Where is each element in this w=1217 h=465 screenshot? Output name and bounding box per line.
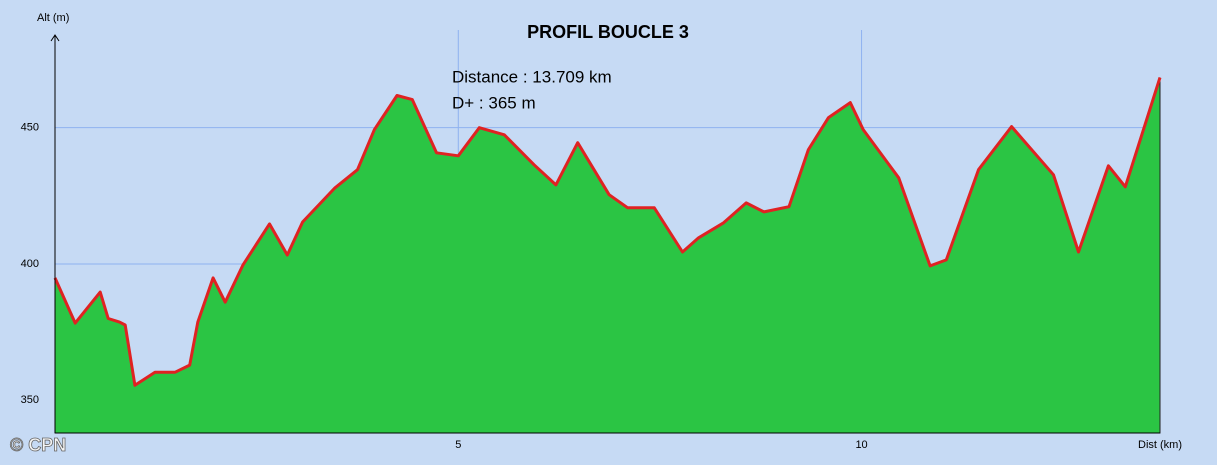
- y-axis-arrow: [50, 34, 60, 42]
- annotation: Distance : 13.709 km: [452, 67, 612, 86]
- x-axis-label: Dist (km): [1138, 439, 1182, 451]
- watermark: © CPN: [10, 435, 66, 455]
- x-tick-label: 10: [855, 439, 867, 451]
- y-axis-label: Alt (m): [37, 12, 69, 24]
- x-tick-label: 5: [455, 439, 461, 451]
- y-tick-label: 400: [21, 258, 39, 270]
- y-tick-label: 350: [21, 394, 39, 406]
- area-fill: [54, 77, 1161, 434]
- annotation: D+ : 365 m: [452, 93, 536, 112]
- y-tick-label: 450: [21, 122, 39, 134]
- profile-line: [53, 77, 1162, 387]
- chart-title: PROFIL BOUCLE 3: [527, 22, 689, 42]
